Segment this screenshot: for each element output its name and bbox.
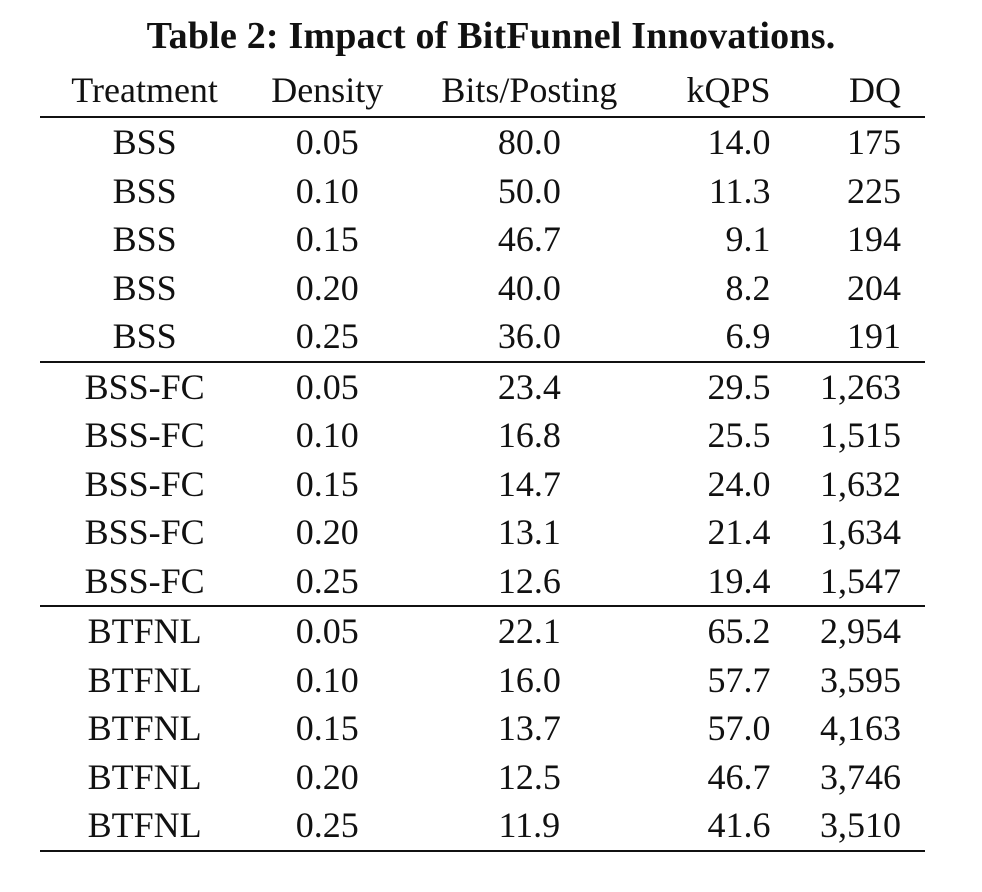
cell-density: 0.10 xyxy=(295,659,359,700)
cell-kqps: 8.2 xyxy=(725,267,771,308)
cell-density: 0.05 xyxy=(295,122,359,163)
cell-treatment: BSS xyxy=(40,312,250,363)
header-treatment: Treatment xyxy=(71,70,218,110)
cell-density: 0.05 xyxy=(295,366,359,407)
cell-density: 0.10 xyxy=(295,415,359,456)
cell-treatment: BSS xyxy=(112,219,177,260)
cell-kqps: 57.7 xyxy=(707,659,771,700)
table-row: BSS 0.15 46.7 9.1 194 xyxy=(40,215,925,264)
cell-kqps: 24.0 xyxy=(707,463,771,504)
cell-bits-per-posting: 13.7 xyxy=(497,708,561,749)
cell-density: 0.15 xyxy=(295,463,359,504)
cell-bits-per-posting: 12.5 xyxy=(497,756,561,797)
cell-dq: 4,163 xyxy=(820,708,901,749)
table-row: BSS 0.25 36.0 6.9 191 xyxy=(40,312,925,363)
cell-bits-per-posting: 36.0 xyxy=(405,312,654,363)
cell-bits-per-posting: 23.4 xyxy=(497,366,561,407)
cell-dq: 3,746 xyxy=(820,756,901,797)
table-row: BSS 0.05 80.0 14.0 175 xyxy=(40,117,925,167)
cell-dq: 2,954 xyxy=(820,611,901,652)
cell-bits-per-posting: 16.8 xyxy=(497,415,561,456)
cell-density: 0.20 xyxy=(295,267,359,308)
table-row: BSS-FC 0.25 12.6 19.4 1,547 xyxy=(40,556,925,607)
cell-density: 0.20 xyxy=(295,756,359,797)
cell-treatment: BTFNL xyxy=(87,708,202,749)
cell-dq: 191 xyxy=(770,312,925,363)
results-table: Treatment Density Bits/Posting kQPS DQ B… xyxy=(40,64,925,852)
cell-kqps: 9.1 xyxy=(725,219,771,260)
cell-dq: 3,510 xyxy=(770,801,925,852)
cell-kqps: 65.2 xyxy=(707,611,771,652)
cell-dq: 225 xyxy=(847,170,901,211)
cell-treatment: BSS xyxy=(112,122,177,163)
cell-kqps: 19.4 xyxy=(653,556,771,607)
cell-kqps: 57.0 xyxy=(707,708,771,749)
table-row: BSS-FC 0.20 13.1 21.4 1,634 xyxy=(40,508,925,557)
cell-kqps: 11.3 xyxy=(708,170,771,211)
table-row: BTFNL 0.15 13.7 57.0 4,163 xyxy=(40,704,925,753)
table-row: BSS-FC 0.05 23.4 29.5 1,263 xyxy=(40,362,925,412)
table-caption: Table 2: Impact of BitFunnel Innovations… xyxy=(146,15,836,57)
cell-density: 0.25 xyxy=(249,801,406,852)
cell-density: 0.15 xyxy=(295,219,359,260)
cell-treatment: BTFNL xyxy=(87,756,202,797)
cell-treatment: BTFNL xyxy=(87,611,202,652)
cell-treatment: BTFNL xyxy=(87,659,202,700)
cell-bits-per-posting: 80.0 xyxy=(497,122,561,163)
cell-density: 0.15 xyxy=(295,708,359,749)
cell-kqps: 21.4 xyxy=(707,512,771,553)
cell-treatment: BSS-FC xyxy=(84,415,205,456)
cell-dq: 3,595 xyxy=(820,659,901,700)
cell-dq: 1,634 xyxy=(820,512,901,553)
header-kqps: kQPS xyxy=(686,70,771,110)
cell-density: 0.25 xyxy=(249,556,406,607)
cell-dq: 1,632 xyxy=(820,463,901,504)
cell-bits-per-posting: 40.0 xyxy=(497,267,561,308)
cell-dq: 1,515 xyxy=(820,415,901,456)
table-row: BTFNL 0.25 11.9 41.6 3,510 xyxy=(40,801,925,852)
cell-bits-per-posting: 50.0 xyxy=(497,170,561,211)
header-density: Density xyxy=(271,70,384,110)
cell-kqps: 41.6 xyxy=(653,801,771,852)
cell-treatment: BSS-FC xyxy=(40,556,250,607)
cell-bits-per-posting: 13.1 xyxy=(497,512,561,553)
table-body: BSS 0.05 80.0 14.0 175 BSS 0.10 50.0 11.3 225 BSS 0… xyxy=(40,117,925,852)
cell-kqps: 6.9 xyxy=(653,312,771,363)
header-dq: DQ xyxy=(849,70,901,110)
header-bits-per-posting: Bits/Posting xyxy=(441,70,618,110)
cell-kqps: 25.5 xyxy=(707,415,771,456)
cell-density: 0.05 xyxy=(295,611,359,652)
cell-treatment: BTFNL xyxy=(40,801,250,852)
cell-kqps: 14.0 xyxy=(707,122,771,163)
cell-density: 0.20 xyxy=(295,512,359,553)
cell-dq: 175 xyxy=(847,122,901,163)
cell-bits-per-posting: 22.1 xyxy=(497,611,561,652)
cell-treatment: BSS-FC xyxy=(84,512,205,553)
cell-treatment: BSS xyxy=(112,170,177,211)
table-row: BTFNL 0.20 12.5 46.7 3,746 xyxy=(40,753,925,802)
cell-density: 0.25 xyxy=(249,312,406,363)
cell-dq: 1,263 xyxy=(820,366,901,407)
cell-bits-per-posting: 46.7 xyxy=(497,219,561,260)
table-row: BSS-FC 0.10 16.8 25.5 1,515 xyxy=(40,411,925,460)
cell-density: 0.10 xyxy=(295,170,359,211)
cell-bits-per-posting: 14.7 xyxy=(497,463,561,504)
cell-bits-per-posting: 16.0 xyxy=(497,659,561,700)
table-row: BSS-FC 0.15 14.7 24.0 1,632 xyxy=(40,460,925,509)
cell-kqps: 29.5 xyxy=(707,366,771,407)
cell-treatment: BSS-FC xyxy=(84,366,205,407)
cell-bits-per-posting: 11.9 xyxy=(405,801,654,852)
cell-dq: 194 xyxy=(847,219,901,260)
cell-treatment: BSS-FC xyxy=(84,463,205,504)
table-row: BTFNL 0.10 16.0 57.7 3,595 xyxy=(40,656,925,705)
cell-treatment: BSS xyxy=(112,267,177,308)
cell-dq: 204 xyxy=(847,267,901,308)
table-header-row: Treatment Density Bits/Posting kQPS DQ xyxy=(40,64,925,117)
table-row: BTFNL 0.05 22.1 65.2 2,954 xyxy=(40,606,925,656)
cell-dq: 1,547 xyxy=(770,556,925,607)
cell-bits-per-posting: 12.6 xyxy=(405,556,654,607)
table-row: BSS 0.20 40.0 8.2 204 xyxy=(40,264,925,313)
table-row: BSS 0.10 50.0 11.3 225 xyxy=(40,167,925,216)
cell-kqps: 46.7 xyxy=(707,756,771,797)
